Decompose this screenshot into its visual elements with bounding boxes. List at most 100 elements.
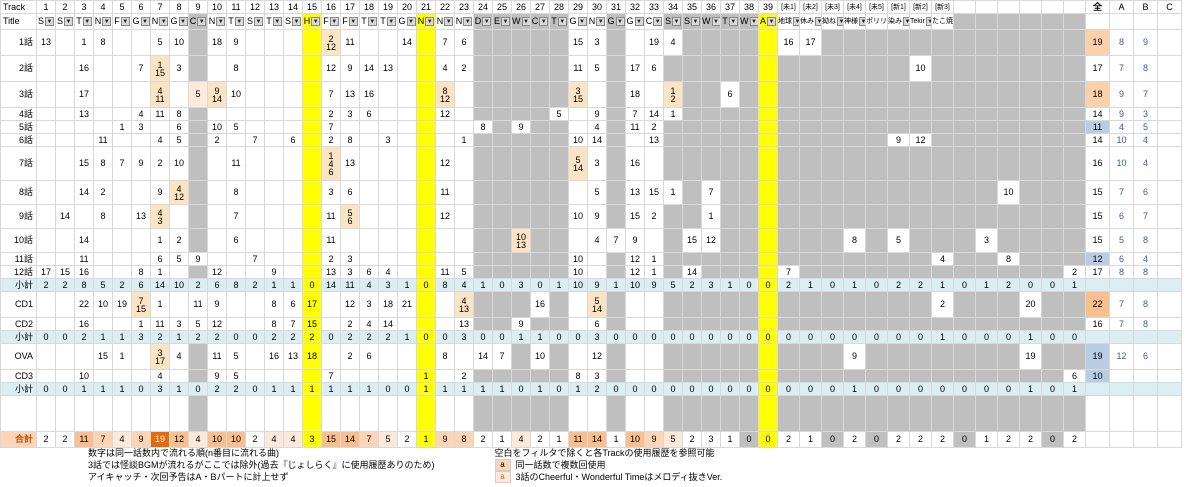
cell[interactable]: 10	[625, 431, 645, 448]
cell[interactable]: 11	[226, 146, 246, 181]
cell[interactable]	[1019, 120, 1042, 134]
cell[interactable]	[530, 317, 550, 331]
part-count-cell[interactable]: 6	[1109, 252, 1134, 266]
cell[interactable]	[473, 55, 493, 82]
total-cell[interactable]: 18	[1085, 81, 1110, 108]
cell[interactable]	[378, 180, 398, 205]
cell[interactable]	[188, 204, 208, 229]
column-filter[interactable]: S ▼	[36, 13, 56, 30]
cell[interactable]: 0	[821, 278, 844, 292]
filter-dropdown-icon[interactable]: ▼	[577, 17, 587, 27]
cell[interactable]: 0	[887, 330, 910, 344]
cell[interactable]	[549, 180, 569, 205]
cell[interactable]: 2	[340, 343, 360, 370]
cell[interactable]: 6	[587, 317, 607, 331]
cell[interactable]	[625, 291, 645, 318]
cell[interactable]: 18	[207, 29, 227, 56]
cell[interactable]: 10	[568, 265, 588, 279]
cell[interactable]	[777, 133, 800, 147]
cell[interactable]	[492, 107, 512, 121]
cell[interactable]	[397, 81, 417, 108]
cell[interactable]: 3 17	[150, 343, 170, 370]
part-count-cell[interactable]: 10	[1109, 133, 1134, 147]
part-count-cell[interactable]: 6	[1133, 343, 1158, 370]
cell[interactable]	[720, 146, 740, 181]
row-label-grand-total[interactable]: 合計	[0, 431, 37, 448]
part-count-cell[interactable]: 8	[1109, 265, 1134, 279]
cell[interactable]	[492, 252, 512, 266]
cell[interactable]: 0	[663, 330, 683, 344]
cell[interactable]	[799, 252, 822, 266]
cell[interactable]	[321, 343, 341, 370]
cell[interactable]	[701, 120, 721, 134]
cell[interactable]: 0	[739, 278, 759, 292]
part-count-cell[interactable]: 7	[1109, 291, 1134, 318]
cell[interactable]	[131, 252, 151, 266]
cell[interactable]: 2	[207, 330, 227, 344]
cell[interactable]: 13	[340, 146, 360, 181]
cell[interactable]: 7	[245, 252, 265, 266]
cell[interactable]	[758, 369, 778, 383]
filter-dropdown-icon[interactable]: ▼	[406, 17, 416, 27]
cell[interactable]	[953, 228, 976, 253]
cell[interactable]: 7	[492, 343, 512, 370]
column-filter[interactable]: 地球▼	[777, 13, 800, 30]
cell[interactable]: 5	[188, 81, 208, 108]
total-cell[interactable]: 17	[1085, 265, 1110, 279]
cell[interactable]: 9	[188, 252, 208, 266]
cell[interactable]	[188, 133, 208, 147]
cell[interactable]: 7	[321, 369, 341, 383]
cell[interactable]: 6	[226, 228, 246, 253]
cell[interactable]: 0	[55, 382, 75, 396]
cell[interactable]	[36, 252, 56, 266]
cell[interactable]	[587, 265, 607, 279]
cell[interactable]	[975, 291, 998, 318]
total-cell[interactable]: 11	[1085, 120, 1110, 134]
cell[interactable]: 10	[74, 369, 94, 383]
cell[interactable]	[909, 369, 932, 383]
cell[interactable]: 1	[663, 180, 683, 205]
cell[interactable]: 9	[226, 29, 246, 56]
cell[interactable]: 9	[587, 107, 607, 121]
cell[interactable]: 16	[359, 81, 379, 108]
cell[interactable]	[36, 133, 56, 147]
cell[interactable]	[207, 180, 227, 205]
cell[interactable]: 7	[245, 133, 265, 147]
cell[interactable]: 9	[511, 120, 531, 134]
cell[interactable]	[953, 317, 976, 331]
total-cell[interactable]: 12	[1085, 252, 1110, 266]
column-filter[interactable]: E ▼	[492, 13, 512, 30]
cell[interactable]	[188, 395, 208, 432]
cell[interactable]	[799, 395, 822, 432]
cell[interactable]	[821, 343, 844, 370]
cell[interactable]	[245, 265, 265, 279]
cell[interactable]	[606, 369, 626, 383]
cell[interactable]	[663, 265, 683, 279]
total-cell[interactable]: 22	[1085, 291, 1110, 318]
cell[interactable]: 8	[473, 120, 493, 134]
cell[interactable]: 1	[606, 431, 626, 448]
cell[interactable]: 19	[644, 29, 664, 56]
cell[interactable]	[302, 395, 322, 432]
cell[interactable]	[663, 252, 683, 266]
cell[interactable]	[606, 120, 626, 134]
cell[interactable]	[473, 317, 493, 331]
cell[interactable]: 2	[777, 431, 800, 448]
cell[interactable]: 0	[865, 382, 888, 396]
cell[interactable]	[283, 369, 303, 383]
cell[interactable]: 1	[931, 278, 954, 292]
total-cell[interactable]: 15	[1085, 180, 1110, 205]
cell[interactable]	[701, 133, 721, 147]
cell[interactable]: 4	[454, 278, 474, 292]
cell[interactable]	[549, 343, 569, 370]
cell[interactable]	[36, 55, 56, 82]
cell[interactable]	[74, 120, 94, 134]
cell[interactable]: 3	[150, 382, 170, 396]
cell[interactable]	[931, 81, 954, 108]
cell[interactable]	[36, 228, 56, 253]
cell[interactable]: 5	[663, 278, 683, 292]
cell[interactable]	[302, 180, 322, 205]
cell[interactable]	[340, 120, 360, 134]
cell[interactable]	[739, 317, 759, 331]
part-count-cell[interactable]	[1157, 343, 1182, 370]
